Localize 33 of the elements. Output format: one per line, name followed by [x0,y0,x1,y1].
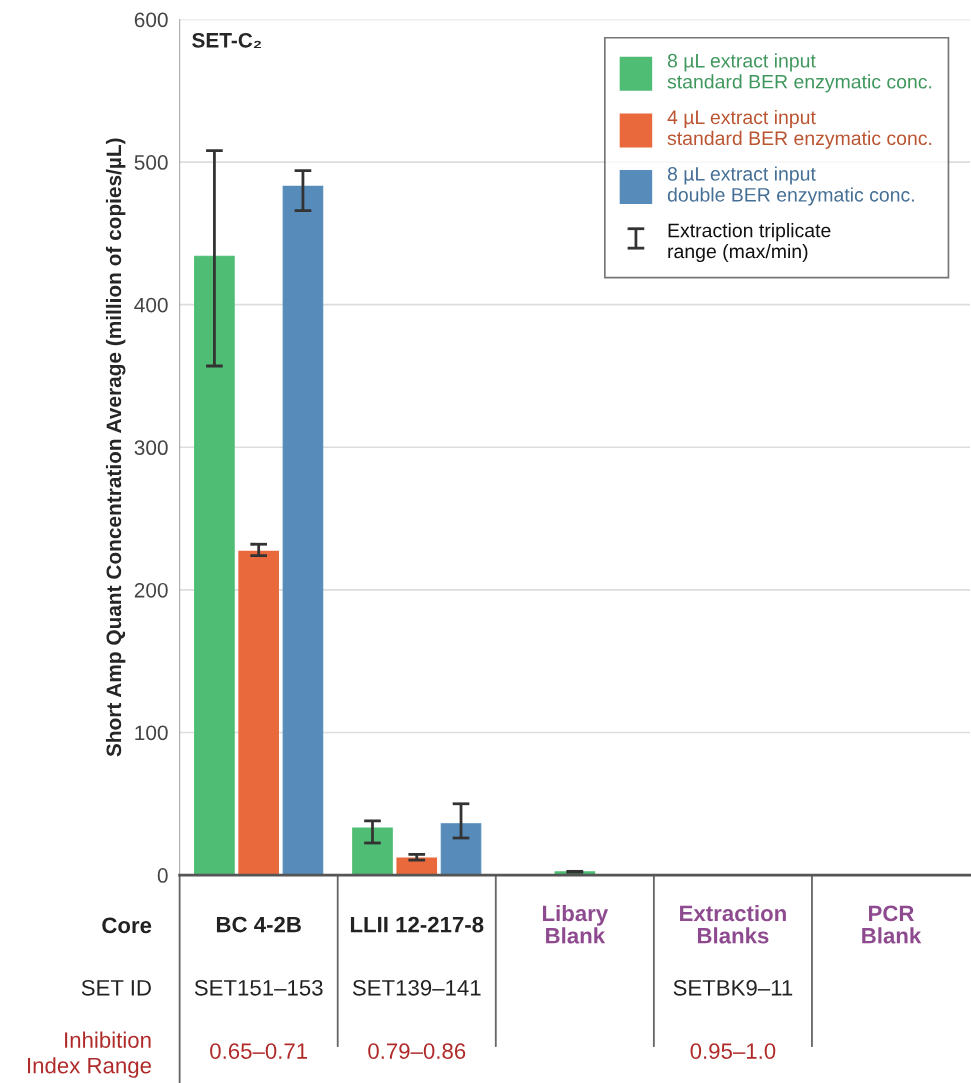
x-tick-label: BC 4-2B [216,916,301,933]
legend-label: 8 µL extract input double BER enzymatic conc. [667,166,914,206]
legend-label: 4 µL extract input standard BER enzymatic conc. [667,109,932,149]
bar [282,185,324,876]
y-tick-label: 500 [134,155,168,170]
x-tick-label: PCR Blank [862,905,922,944]
text: SET151–153 [194,979,323,996]
x-tick-label: LLII 12-217-8 [350,916,484,933]
text: SET ID [81,979,151,996]
y-tick-label: 600 [134,12,168,28]
legend-label: 8 µL extract input standard BER enzymatic conc. [667,53,932,93]
text: SET-C₂ [192,32,262,49]
bar [238,550,279,876]
y-tick-label: 400 [134,297,168,313]
text: 0.65–0.71 [210,1043,308,1059]
bar [440,823,482,876]
text: Inhibition Index Range [28,1031,151,1078]
bar [352,827,393,876]
y-tick-label: 300 [134,440,168,456]
y-tick-label: 0 [157,868,168,883]
text: Core [102,917,152,934]
x-tick-label: Libary Blank [542,904,609,944]
y-tick-label: 100 [135,725,168,741]
text: 0.95–1.0 [690,1043,776,1059]
text: SET139–141 [352,979,481,996]
annotation: Extraction triplicate range (max/min) [668,223,831,263]
bar [194,255,235,876]
text: 0.79–0.86 [368,1043,466,1059]
y-axis-title: Short Amp Quant Concentration Average (million of copies/µL) [105,138,126,757]
bar [396,857,438,876]
text: SETBK9–11 [673,979,793,996]
y-tick-label: 200 [134,582,168,598]
x-tick-label: Extraction Blanks [680,904,786,944]
